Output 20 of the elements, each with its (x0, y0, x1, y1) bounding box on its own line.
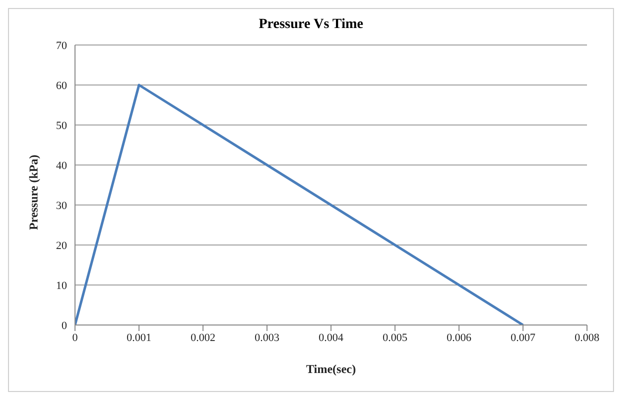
x-tick-label: 0.004 (318, 332, 344, 344)
x-tick-label: 0 (72, 332, 78, 344)
y-tick-label: 70 (56, 40, 68, 52)
y-axis-title: Pressure (kPa) (26, 154, 40, 230)
y-tick-label: 10 (56, 280, 68, 292)
x-tick-label: 0.001 (126, 332, 152, 344)
x-tick-label: 0.003 (254, 332, 280, 344)
x-tick-label: 0.006 (446, 332, 472, 344)
x-tick-label: 0.005 (382, 332, 408, 344)
chart-title: Pressure Vs Time (258, 17, 364, 33)
y-tick-label: 20 (56, 240, 68, 252)
x-axis-title: Time(sec) (306, 362, 356, 376)
x-tick-label: 0.007 (510, 332, 536, 344)
x-tick-label: 0.002 (190, 332, 216, 344)
y-tick-label: 30 (56, 200, 68, 212)
y-tick-label: 50 (56, 120, 68, 132)
y-tick-label: 0 (62, 320, 68, 332)
x-tick-label: 0.008 (574, 332, 600, 344)
y-tick-label: 60 (56, 80, 68, 92)
y-tick-label: 40 (56, 160, 68, 172)
